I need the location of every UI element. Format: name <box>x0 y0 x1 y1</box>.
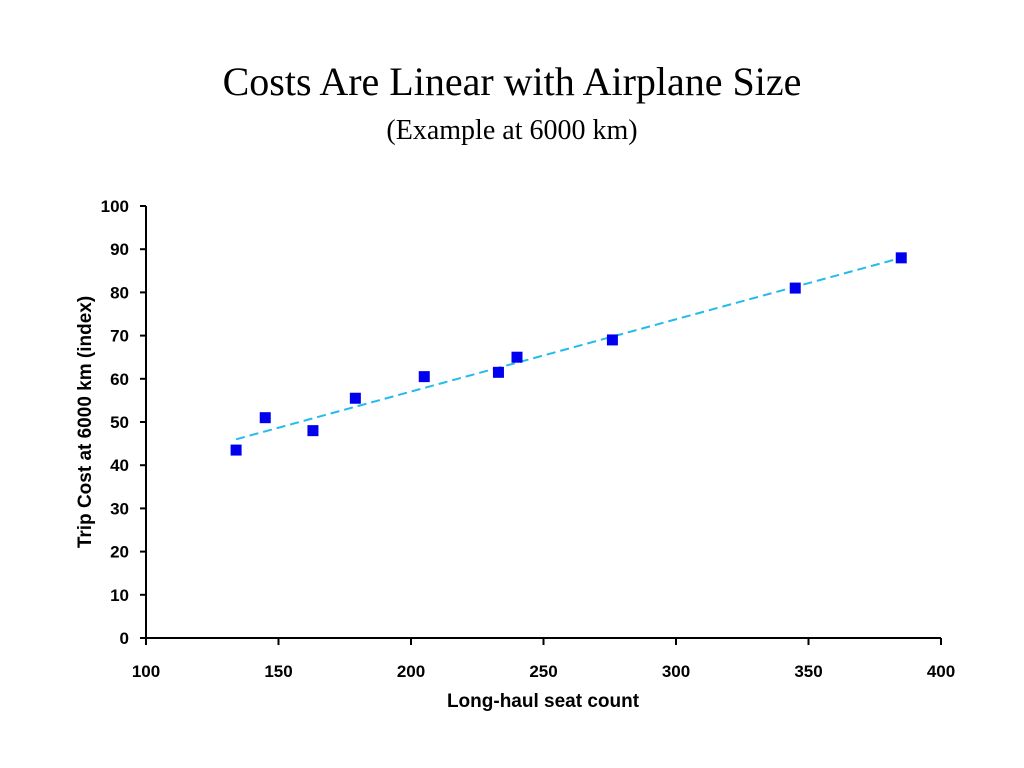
y-axis-label: Trip Cost at 6000 km (index) <box>75 296 96 548</box>
data-point <box>789 282 801 294</box>
x-axis-label: Long-haul seat count <box>447 691 640 712</box>
x-tick-label: 300 <box>662 662 690 681</box>
x-tick-label: 400 <box>927 662 955 681</box>
y-axis-ticks: 0 10 20 30 40 50 60 70 80 90 100 <box>101 197 146 648</box>
data-point <box>511 351 523 363</box>
x-tick-label: 350 <box>794 662 822 681</box>
y-tick-label: 30 <box>110 499 129 518</box>
y-tick-label: 40 <box>110 456 129 475</box>
y-tick-label: 0 <box>120 629 129 648</box>
y-tick-label: 90 <box>110 240 129 259</box>
data-point <box>349 392 361 404</box>
y-tick-label: 100 <box>101 197 129 216</box>
trendline-group <box>235 256 902 441</box>
x-tick-label: 150 <box>264 662 292 681</box>
data-point <box>259 412 271 424</box>
data-point <box>606 334 618 346</box>
slide-subtitle: (Example at 6000 km) <box>386 115 638 146</box>
data-point <box>895 252 907 264</box>
x-tick-label: 100 <box>132 662 160 681</box>
x-axis-ticks: 100 150 200 250 300 350 400 <box>132 638 955 681</box>
y-tick-label: 10 <box>110 586 129 605</box>
y-tick-label: 20 <box>110 543 129 562</box>
data-points <box>230 252 907 456</box>
y-tick-label: 80 <box>110 283 129 302</box>
x-tick-label: 200 <box>397 662 425 681</box>
y-tick-label: 50 <box>110 413 129 432</box>
slide-title: Costs Are Linear with Airplane Size <box>222 59 802 104</box>
x-tick-label: 250 <box>529 662 557 681</box>
data-point <box>492 366 504 378</box>
data-point <box>418 371 430 383</box>
y-tick-label: 70 <box>110 327 129 346</box>
y-tick-label: 60 <box>110 370 129 389</box>
trendline <box>235 256 902 441</box>
data-point <box>230 444 242 456</box>
data-point <box>307 425 319 437</box>
